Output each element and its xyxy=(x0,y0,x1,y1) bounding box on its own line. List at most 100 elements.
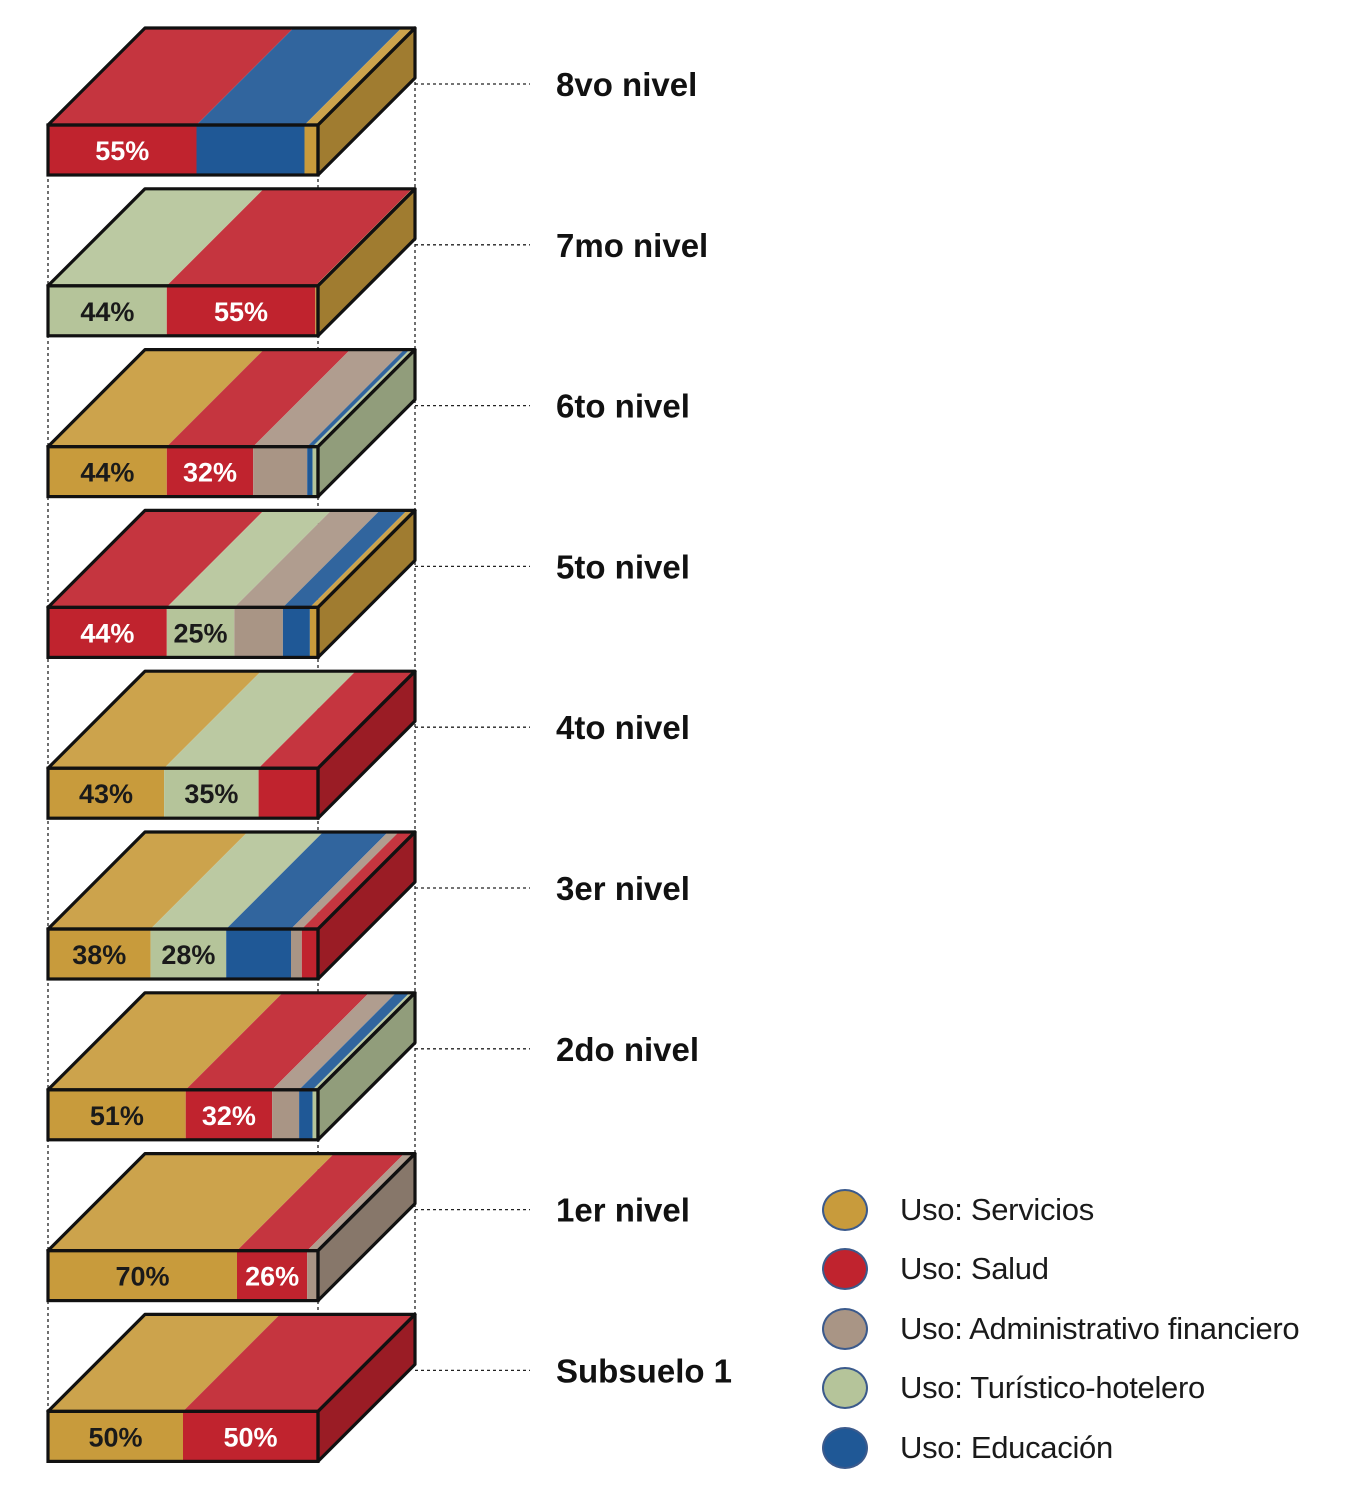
percent-label: 44% xyxy=(80,618,134,648)
percent-label: 25% xyxy=(174,618,228,648)
front-face-salud xyxy=(48,125,197,175)
side-face-salud xyxy=(318,832,415,979)
side-outline xyxy=(316,187,417,338)
legend-label: Uso: Salud xyxy=(900,1251,1049,1287)
top-face-administrativo xyxy=(291,832,399,929)
percent-label: 32% xyxy=(202,1101,256,1131)
top-face-servicios xyxy=(48,1314,280,1412)
percent-label: 44% xyxy=(80,458,134,488)
side-outline xyxy=(316,1312,417,1464)
percent-label: 43% xyxy=(79,779,133,809)
legend-label: Uso: Administrativo financiero xyxy=(900,1310,1300,1346)
front-face-educacion xyxy=(307,446,313,497)
side-outline xyxy=(316,26,417,177)
level-label: 7mo nivel xyxy=(556,227,708,264)
level-label: 5to nivel xyxy=(556,548,690,585)
floor-level-6: 38% 28% 3er nivel xyxy=(46,830,690,981)
floor-level-2: 44% 55% 7mo nivel xyxy=(46,187,708,338)
front-face-servicios xyxy=(48,446,167,497)
front-face-educacion xyxy=(299,1089,313,1140)
side-face-servicios xyxy=(318,510,415,658)
top-face-salud xyxy=(237,1153,405,1251)
side-face-salud xyxy=(318,1314,415,1462)
legend-label: Uso: Educación xyxy=(900,1429,1113,1465)
top-face-servicios xyxy=(48,992,283,1090)
floor-level-9: 50% 50% Subsuelo 1 xyxy=(46,1312,732,1464)
percent-label: 50% xyxy=(223,1422,277,1452)
front-face-turistico xyxy=(150,929,227,979)
top-face-administrativo xyxy=(234,510,380,608)
front-face-turistico xyxy=(48,285,167,336)
top-face-educacion xyxy=(282,510,407,608)
side-face-servicios xyxy=(318,188,415,336)
top-face-salud xyxy=(185,992,370,1090)
legend-swatch xyxy=(822,1248,868,1291)
legend-item-turistico: Uso: Turístico-hotelero xyxy=(822,1359,1342,1419)
floor-level-4: 44% 25% 5to nivel xyxy=(46,508,690,660)
front-face-salud xyxy=(48,607,167,658)
top-face-servicios xyxy=(304,28,415,125)
percent-label: 55% xyxy=(95,136,149,166)
level-label: 2do nivel xyxy=(556,1031,699,1068)
percent-label: 35% xyxy=(184,779,238,809)
percent-label: 51% xyxy=(90,1101,144,1131)
top-face-salud xyxy=(183,1314,415,1412)
top-face-servicios xyxy=(48,1153,334,1251)
front-face-turistico xyxy=(166,607,235,658)
side-outline xyxy=(316,508,417,660)
front-face-servicios xyxy=(309,607,318,658)
percent-label: 28% xyxy=(161,940,215,970)
side-outline xyxy=(316,830,417,981)
top-face-turistico xyxy=(150,832,324,929)
legend-swatch xyxy=(822,1188,868,1231)
top-face-administrativo xyxy=(272,992,397,1090)
floor-level-8: 70% 26% 1er nivel xyxy=(46,1151,690,1303)
legend: Uso: Servicios Uso: Salud Uso: Administrat… xyxy=(822,1180,1342,1478)
percent-label: 38% xyxy=(72,940,126,970)
top-face-servicios xyxy=(48,832,248,929)
side-face-administrativo xyxy=(318,1153,415,1301)
front-face-salud xyxy=(166,446,254,497)
floor-level-1: 55% 8vo nivel xyxy=(46,26,697,177)
percent-label: 55% xyxy=(214,297,268,327)
level-label: 8vo nivel xyxy=(556,66,697,103)
level-label: 6to nivel xyxy=(556,388,690,425)
level-label: Subsuelo 1 xyxy=(556,1352,732,1389)
floor-level-3: 44% 32% 6to nivel xyxy=(46,348,690,499)
legend-item-administrativo: Uso: Administrativo financiero xyxy=(822,1299,1342,1359)
side-face-salud xyxy=(318,671,415,819)
side-outline xyxy=(316,1151,417,1303)
level-label: 3er nivel xyxy=(556,870,690,907)
front-face-administrativo xyxy=(307,1250,318,1301)
legend-label: Uso: Turístico-hotelero xyxy=(900,1370,1205,1406)
legend-swatch xyxy=(822,1307,868,1350)
front-face-salud xyxy=(237,1250,308,1301)
side-face-servicios xyxy=(318,28,415,175)
top-face-servicios xyxy=(48,671,262,769)
front-face-educacion xyxy=(282,607,310,658)
top-face-turistico xyxy=(166,510,332,608)
percent-label: 32% xyxy=(183,458,237,488)
side-outline xyxy=(316,348,417,499)
front-face-servicios xyxy=(48,1411,183,1462)
legend-label: Uso: Servicios xyxy=(900,1191,1094,1227)
top-face-salud xyxy=(166,349,351,447)
front-face-servicios xyxy=(48,768,165,819)
front-face-administrativo xyxy=(253,446,308,497)
level-label: 4to nivel xyxy=(556,709,690,746)
percent-label: 50% xyxy=(88,1422,142,1452)
top-face-servicios xyxy=(48,349,264,447)
top-face-salud xyxy=(48,28,294,125)
top-face-salud xyxy=(258,671,415,769)
top-face-salud xyxy=(48,510,264,608)
top-face-educacion xyxy=(226,832,388,929)
top-face-salud xyxy=(301,832,415,929)
front-face-salud xyxy=(258,768,318,819)
top-face-turistico xyxy=(164,671,356,769)
legend-swatch xyxy=(822,1367,868,1410)
side-outline xyxy=(316,991,417,1142)
front-face-servicios xyxy=(48,929,151,979)
front-face-educacion xyxy=(196,125,305,175)
front-face-educacion xyxy=(226,929,291,979)
